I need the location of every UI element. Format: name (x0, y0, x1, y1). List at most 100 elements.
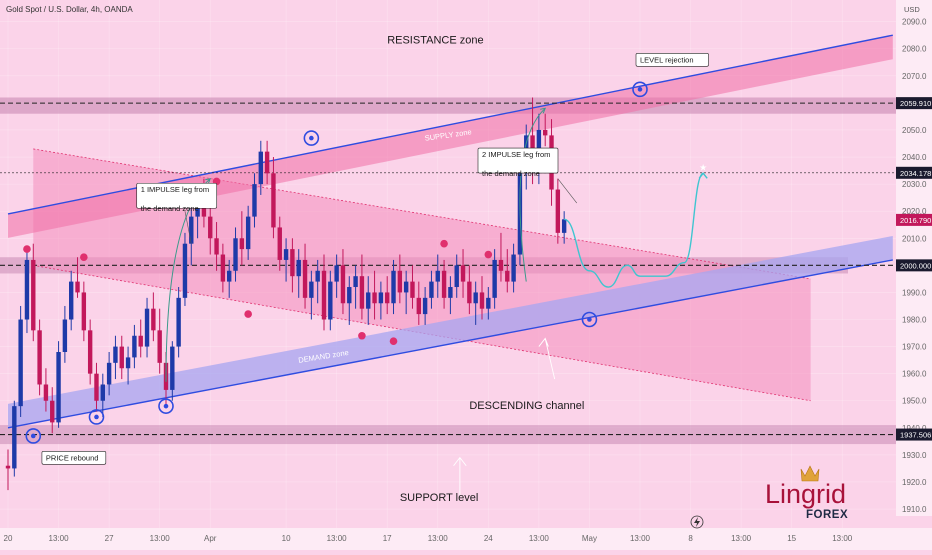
swing-markers (23, 81, 648, 444)
price-tags: 2059.910 2034.178 2016.790 2000.000 1937.506 (896, 97, 932, 441)
time-tick-label: 13:00 (327, 534, 348, 543)
candle-body (56, 352, 61, 423)
price-tag-value: 2016.790 (900, 216, 931, 225)
brand-name: Lingrid (765, 479, 846, 509)
price-tick-label: 2050.0 (902, 126, 927, 135)
swing-point-marker (244, 310, 252, 318)
swing-low-marker (25, 428, 42, 444)
price-tick-label: 2040.0 (902, 153, 927, 162)
candle-body (100, 384, 105, 401)
candle-body (441, 270, 447, 298)
lightning-icon[interactable] (690, 515, 704, 529)
ascending-channel-lower-line (7, 259, 893, 429)
swing-low-marker-dot (309, 135, 314, 141)
candle-body (467, 281, 472, 304)
candle-body (366, 292, 371, 309)
price-tick-label: 1940.0 (902, 424, 927, 433)
candle-body (315, 270, 320, 282)
candle-body (18, 319, 23, 407)
time-tick-label: 13:00 (731, 534, 752, 543)
candle-body (189, 216, 194, 244)
time-tick-label: May (582, 534, 597, 543)
candle-body (435, 270, 440, 282)
candle-body (214, 238, 219, 255)
price-tick-label: 2080.0 (902, 45, 927, 54)
candle-body (422, 297, 428, 315)
price-tag-value: 2000.000 (900, 261, 931, 270)
candle-body (220, 254, 226, 282)
time-tick-label: 8 (688, 534, 693, 543)
annotation-label: SUPPORT level (400, 492, 478, 504)
projection-path: ★ (563, 162, 708, 288)
annotation-label: the demand zone (141, 204, 199, 213)
candle-body (486, 297, 491, 309)
annotation-label: the demand zone (482, 169, 540, 178)
time-axis-panel[interactable] (0, 528, 932, 550)
price-tag-value: 2034.178 (900, 169, 931, 178)
candle-body (87, 330, 93, 374)
time-tick-label: 13:00 (529, 534, 550, 543)
crown-icon (800, 465, 820, 482)
support-pointer-arrow (453, 456, 467, 496)
candle-body (208, 216, 213, 239)
price-tick-label: 1980.0 (902, 316, 927, 325)
candle-body (239, 238, 245, 250)
callout-box (136, 182, 218, 209)
swing-low-marker-dot (637, 87, 643, 92)
time-tick-label: 27 (105, 534, 114, 543)
candle-body (340, 265, 346, 304)
brand-sub: FOREX (806, 509, 848, 521)
candle-body (271, 173, 276, 228)
supply-zone-band (8, 35, 893, 238)
candle-body (106, 362, 112, 385)
candle-body (132, 335, 137, 358)
candle-body (5, 465, 11, 469)
time-tick-label: 10 (282, 534, 291, 543)
time-tick-label: 13:00 (832, 534, 853, 543)
label-pointer-1 (184, 211, 192, 244)
candle-body (473, 292, 478, 304)
callout-box (477, 147, 559, 174)
candle-body (138, 335, 143, 347)
price-tag-box (896, 97, 932, 110)
time-tick-label: 17 (383, 534, 392, 543)
candle-body (498, 259, 504, 271)
candle-body (37, 330, 42, 385)
candle-body (334, 265, 339, 282)
swing-low-marker (88, 409, 105, 425)
price-tick-label: 2020.0 (902, 207, 927, 216)
annotation-label: LEVEL rejection (640, 55, 694, 64)
price-tick-label: 1990.0 (902, 288, 927, 297)
candle-body (454, 265, 459, 288)
candle-body (321, 270, 327, 320)
time-tick-label: 13:00 (150, 534, 171, 543)
candle-body (479, 292, 485, 309)
swing-low-marker-dot (30, 433, 36, 439)
swing-low-marker (303, 130, 320, 146)
descending-channel-lower-line (33, 264, 811, 402)
price-tick-label: 1910.0 (902, 505, 927, 514)
chart-title: Gold Spot / U.S. Dollar, 4h, OANDA (6, 5, 133, 14)
price-tick-label: 1950.0 (902, 397, 927, 406)
price-tick-label: 2090.0 (902, 18, 927, 27)
descending-channel-fill (33, 148, 811, 401)
candle-body (62, 319, 68, 352)
candle-body (353, 276, 358, 288)
candle-body (372, 292, 377, 304)
candle-body (75, 281, 80, 293)
price-tag-value: 1937.506 (900, 431, 931, 440)
resistance-zone-band (0, 97, 896, 114)
price-tick-label: 2010.0 (902, 234, 927, 243)
candle-body (290, 249, 295, 277)
lingrid-logo: Lingrid FOREX (765, 465, 848, 521)
candle-body (157, 330, 162, 363)
candle-body (94, 373, 99, 401)
candle-body (302, 259, 308, 298)
demand-zone-band (8, 235, 893, 428)
swing-point-marker (484, 250, 493, 259)
candle-body (144, 308, 150, 347)
candle-body (264, 151, 270, 174)
impulse-arrow-2-head (540, 107, 547, 114)
